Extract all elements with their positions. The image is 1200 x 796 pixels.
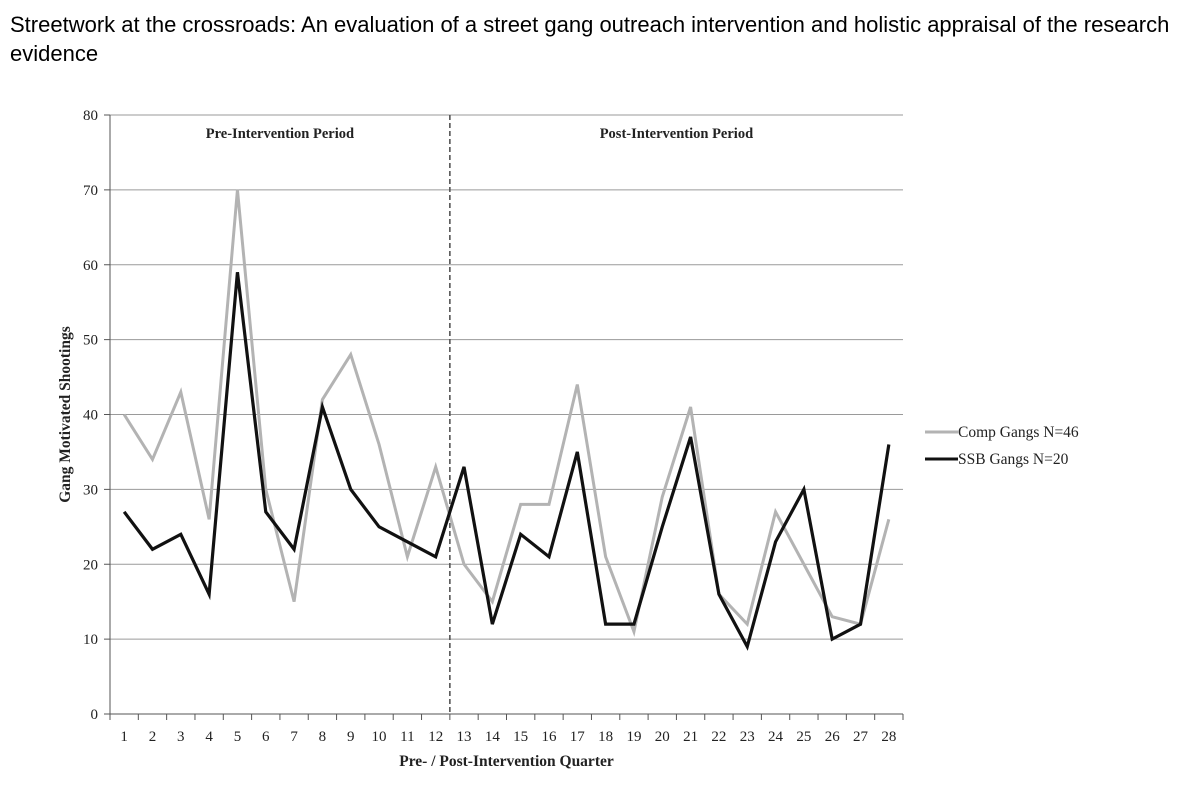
x-tick-label-25: 25 (796, 729, 811, 745)
x-tick-label-3: 3 (177, 729, 185, 745)
x-tick-label-13: 13 (457, 729, 472, 745)
x-tick-label-14: 14 (485, 729, 501, 745)
period-labels: Pre-Intervention Period Post-Intervention… (206, 126, 753, 142)
legend-label-1: Comp Gangs N=46 (958, 424, 1079, 441)
y-tick-label-80: 80 (83, 108, 98, 124)
y-tick-label-60: 60 (83, 258, 98, 274)
x-tick-label-7: 7 (290, 729, 298, 745)
x-tick-label-24: 24 (768, 729, 784, 745)
x-axis-title: Pre- / Post-Intervention Quarter (399, 753, 614, 770)
x-tick-label-9: 9 (347, 729, 355, 745)
y-tick-label-10: 10 (83, 632, 98, 648)
period-label-2: Post-Intervention Period (600, 126, 753, 142)
x-tick-label-23: 23 (740, 729, 755, 745)
x-tick-label-17: 17 (570, 729, 586, 745)
period-label-1: Pre-Intervention Period (206, 126, 354, 142)
x-tick-label-27: 27 (853, 729, 869, 745)
x-tick-label-11: 11 (400, 729, 414, 745)
y-axis-title: Gang Motivated Shootings (57, 326, 74, 503)
x-axis-ticks: 1 2 3 4 5 6 7 8 9 10 11 12 13 14 15 16 17 18 19 20 21 22 23 24 2… (109, 714, 904, 745)
y-tick-label-50: 50 (83, 333, 98, 349)
x-tick-label-15: 15 (513, 729, 528, 745)
x-tick-label-12: 12 (428, 729, 443, 745)
x-tick-label-1: 1 (120, 729, 128, 745)
legend: Comp Gangs N=46 SSB Gangs N=20 (925, 424, 1079, 468)
gridlines (110, 114, 903, 640)
x-tick-label-8: 8 (319, 729, 327, 745)
x-tick-label-18: 18 (598, 729, 613, 745)
x-tick-label-21: 21 (683, 729, 698, 745)
page-title: Streetwork at the crossroads: An evaluat… (10, 12, 1170, 66)
x-tick-label-26: 26 (825, 729, 841, 745)
x-tick-label-10: 10 (372, 729, 387, 745)
x-tick-label-5: 5 (234, 729, 242, 745)
y-tick-label-70: 70 (83, 183, 98, 199)
x-tick-label-4: 4 (205, 729, 213, 745)
legend-label-2: SSB Gangs N=20 (958, 451, 1069, 468)
series-line-1 (122, 189, 891, 637)
x-tick-label-16: 16 (541, 729, 557, 745)
y-tick-label-30: 30 (83, 482, 98, 498)
x-tick-label-2: 2 (149, 729, 157, 745)
y-tick-label-40: 40 (83, 408, 98, 424)
y-tick-label-20: 20 (83, 557, 98, 573)
x-tick-label-19: 19 (626, 729, 641, 745)
y-tick-label-0: 0 (91, 707, 99, 723)
series-line-2 (122, 272, 891, 651)
series-lines (122, 189, 891, 651)
x-tick-label-20: 20 (655, 729, 670, 745)
x-tick-label-28: 28 (881, 729, 896, 745)
x-tick-label-6: 6 (262, 729, 270, 745)
x-tick-label-22: 22 (711, 729, 726, 745)
y-axis-ticks: 0 10 20 30 40 50 60 70 80 (83, 108, 110, 723)
